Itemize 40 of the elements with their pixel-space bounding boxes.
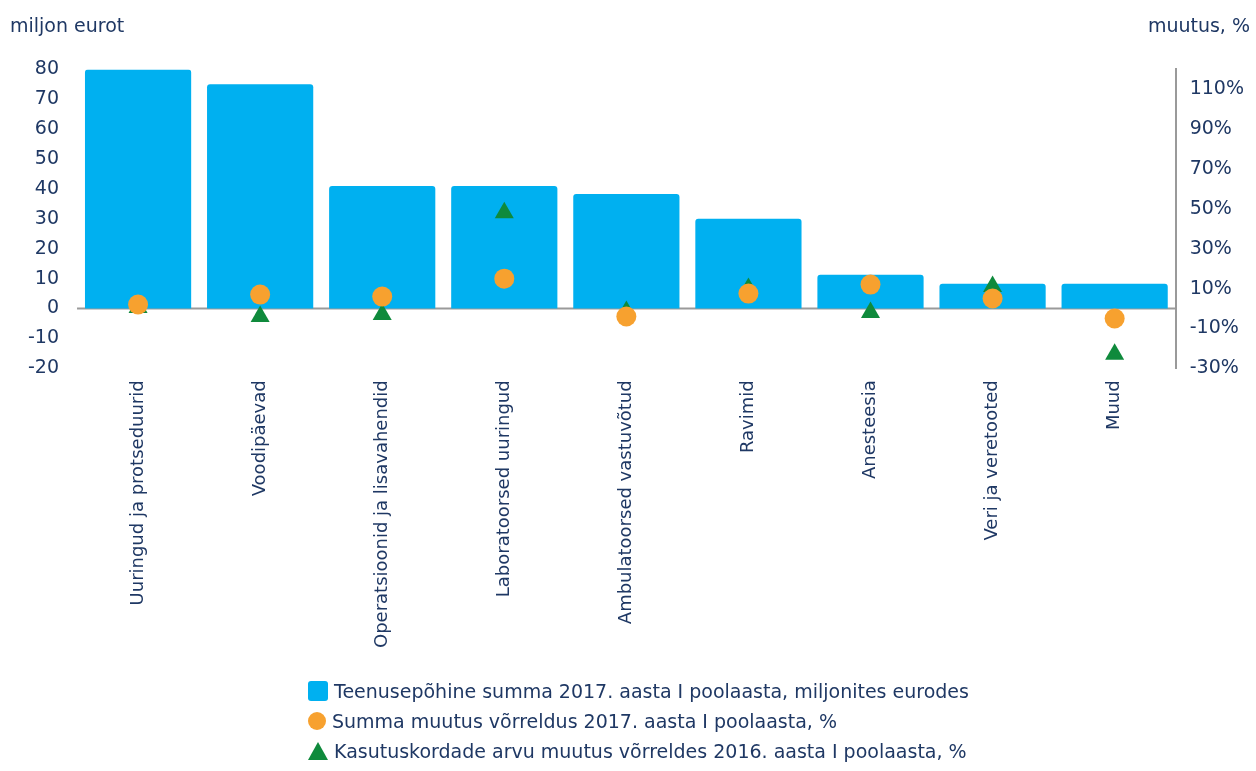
y-tick-label: 0 xyxy=(46,295,60,318)
legend-label: Teenusepõhine summa 2017. aasta I poolaasta, miljonites eurodes xyxy=(334,680,969,702)
y2-tick-label: 10% xyxy=(1189,275,1232,298)
bar xyxy=(451,185,558,309)
y-tick-label: -20 xyxy=(27,355,60,378)
x-tick-label: Muud xyxy=(1102,380,1124,431)
bar xyxy=(1061,283,1168,309)
legend-label: Kasutuskordade arvu muutus võrreldes 2016. aasta I poolaasta, % xyxy=(334,740,967,762)
y2-tick-label: 110% xyxy=(1189,76,1245,99)
y-tick-label: 70 xyxy=(34,86,60,109)
x-tick-label: Ambulatoorsed vastuvõtud xyxy=(614,380,636,625)
x-tick-label: Uuringud ja protseduurid xyxy=(125,380,147,606)
x-tick-label: Laboratoorsed uuringud xyxy=(491,380,513,598)
bar xyxy=(695,218,802,309)
bar xyxy=(207,84,314,309)
x-tick-label: Voodipäevad xyxy=(247,380,269,497)
y-tick-label: -10 xyxy=(27,325,60,348)
y-tick-label: 10 xyxy=(34,265,60,288)
y-tick-label: 60 xyxy=(34,116,60,139)
y-tick-label: 30 xyxy=(34,205,60,228)
legend-label: Summa muutus võrreldus 2017. aasta I poolaasta, % xyxy=(332,710,837,732)
x-tick-label: Operatsioonid ja lisavahendid xyxy=(369,380,391,649)
y-tick-label: 40 xyxy=(34,175,60,198)
y2-tick-label: 90% xyxy=(1189,116,1232,139)
x-tick-label: Ravimid xyxy=(736,380,758,454)
x-tick-label: Veri ja veretooted xyxy=(980,380,1002,541)
bar xyxy=(573,194,680,309)
y2-tick-label: 70% xyxy=(1189,155,1232,178)
y-axis-title: miljon eurot xyxy=(10,14,125,36)
x-tick-label: Anesteesia xyxy=(858,380,880,480)
y-tick-label: 50 xyxy=(34,146,60,169)
y2-tick-label: -10% xyxy=(1189,315,1239,338)
y-tick-label: 20 xyxy=(34,235,60,258)
y-tick-label: 80 xyxy=(34,56,60,79)
y2-tick-label: 50% xyxy=(1189,195,1232,218)
bar xyxy=(84,69,192,309)
bar xyxy=(329,185,436,309)
y2-axis-title: muutus, % xyxy=(1147,14,1250,36)
y2-tick-label: -30% xyxy=(1189,355,1239,378)
y2-tick-label: 30% xyxy=(1189,235,1232,258)
